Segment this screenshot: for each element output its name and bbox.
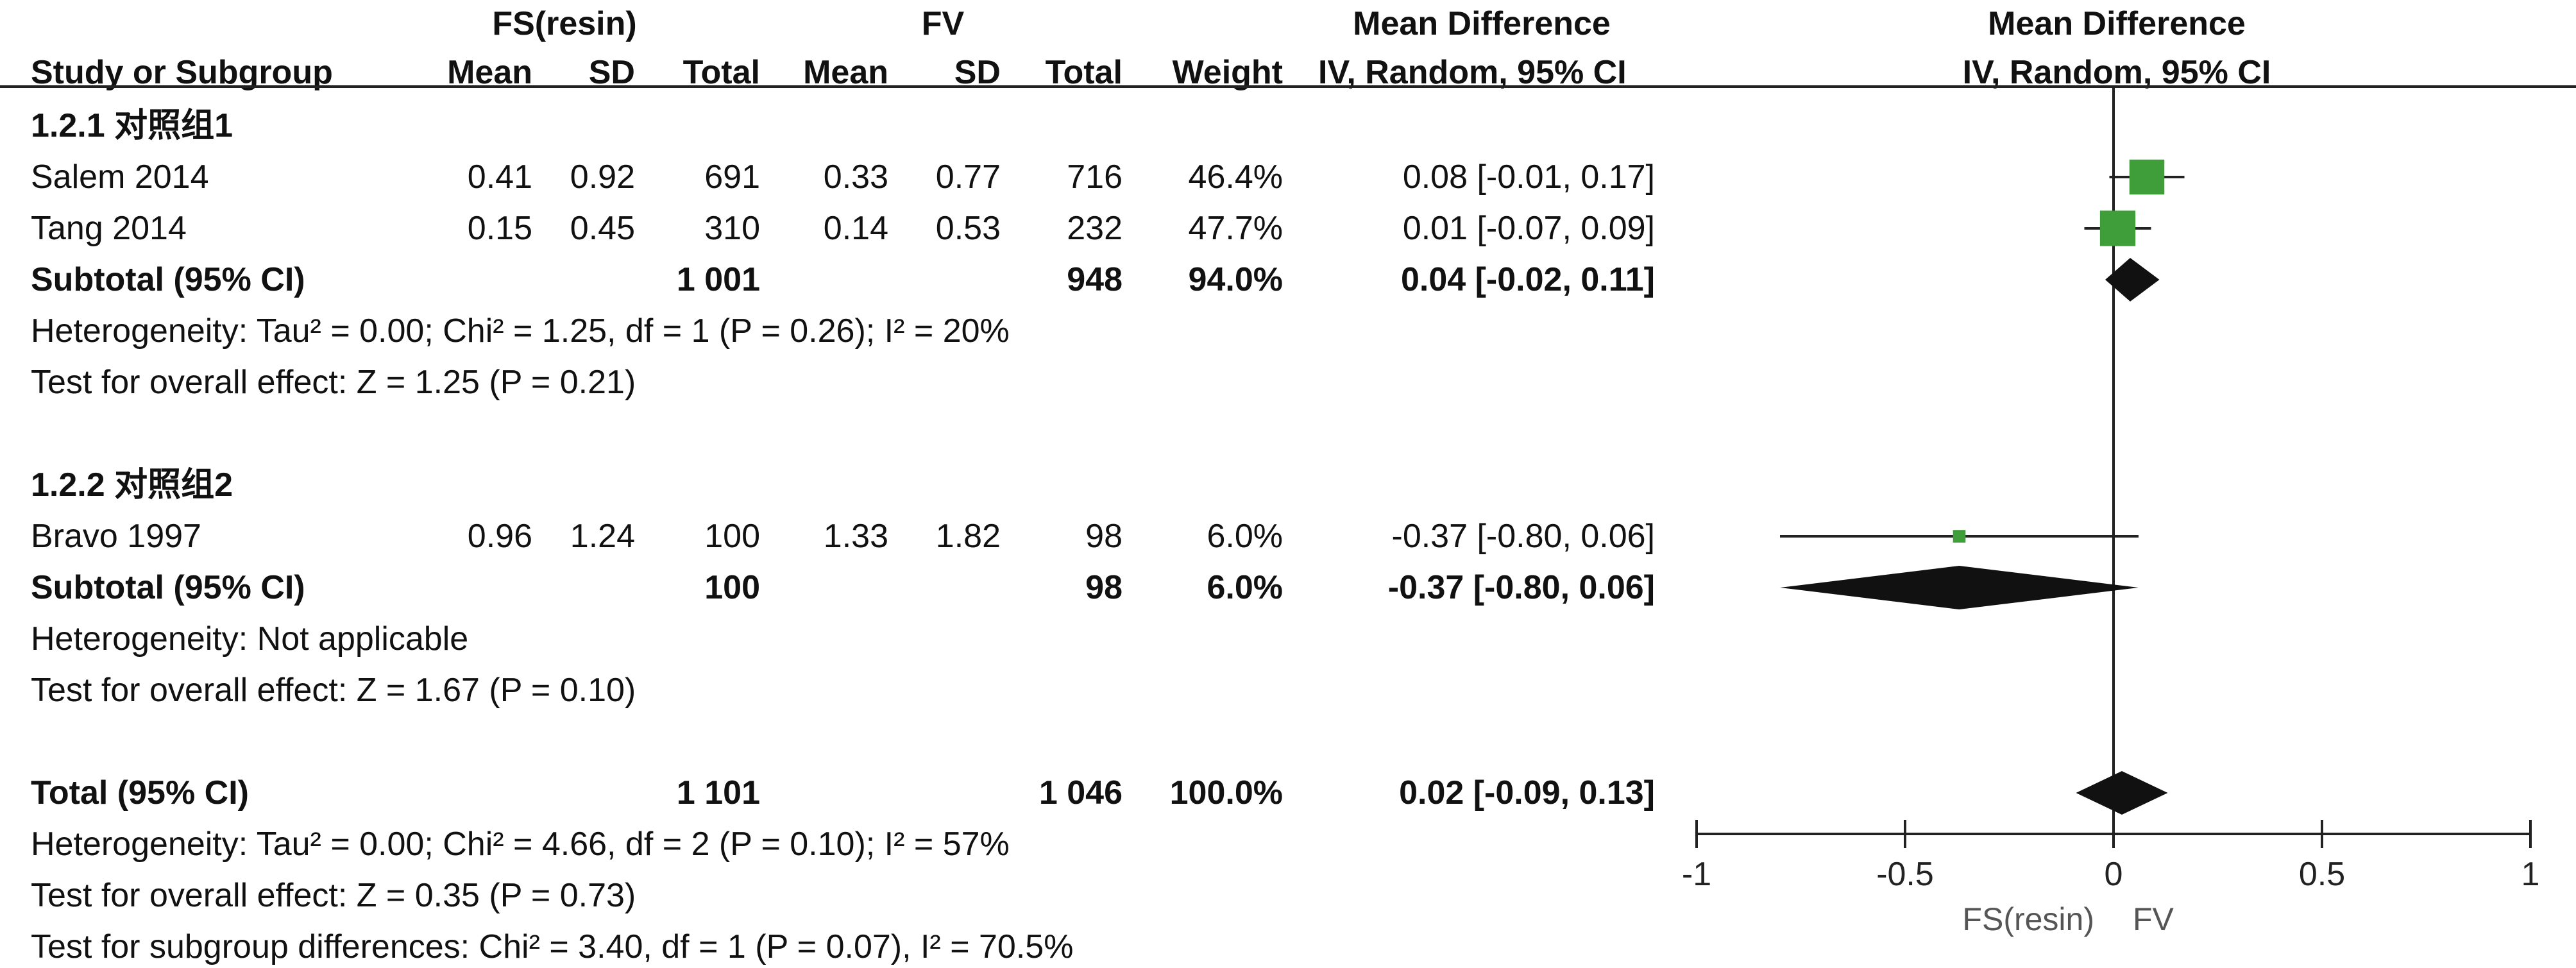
cell-weight: 6.0% xyxy=(1207,518,1283,555)
total-label: Total (95% CI) xyxy=(31,774,249,811)
cell-weight: 46.4% xyxy=(1188,158,1283,196)
cell-total2: 716 xyxy=(1067,158,1123,196)
cell-total1: 691 xyxy=(704,158,760,196)
cell-total2: 98 xyxy=(1085,569,1123,606)
cell-ci: 0.04 [-0.02, 0.11] xyxy=(1400,261,1655,298)
cell-sd2: 0.53 xyxy=(935,210,1001,247)
header-rule xyxy=(0,85,2576,88)
note-label: Heterogeneity: Tau² = 0.00; Chi² = 1.25,… xyxy=(31,312,1010,350)
plot-method: IV, Random, 95% CI xyxy=(1962,54,2271,91)
study-label: Bravo 1997 xyxy=(31,518,201,555)
study-label: Salem 2014 xyxy=(31,158,209,196)
cell-total1: 100 xyxy=(704,569,760,606)
cell-mean2: 0.33 xyxy=(823,158,888,196)
cell-mean2: 1.33 xyxy=(823,518,888,555)
cell-ci: 0.02 [-0.09, 0.13] xyxy=(1399,774,1655,811)
x-tick-label: 1 xyxy=(2521,856,2540,893)
study-marker xyxy=(2129,159,2165,195)
x-tick-label: -1 xyxy=(1682,856,1711,893)
cell-weight: 100.0% xyxy=(1169,774,1283,811)
col-effect-method: IV, Random, 95% CI xyxy=(1318,54,1627,91)
subtotal-label: Subtotal (95% CI) xyxy=(31,569,305,606)
col-study: Study or Subgroup xyxy=(31,54,333,91)
study-marker xyxy=(1953,530,1966,543)
note-label: Test for overall effect: Z = 0.35 (P = 0… xyxy=(31,877,636,914)
col-mean2: Mean xyxy=(803,54,888,91)
cell-weight: 47.7% xyxy=(1188,210,1283,247)
plot-title: Mean Difference xyxy=(1988,5,2246,42)
col-weight: Weight xyxy=(1172,54,1283,91)
cell-mean1: 0.41 xyxy=(467,158,532,196)
subtotal-diamond xyxy=(1780,566,2139,609)
cell-total1: 100 xyxy=(704,518,760,555)
col-sd1: SD xyxy=(588,54,635,91)
note-label: Test for overall effect: Z = 1.67 (P = 0… xyxy=(31,672,636,709)
total-diamond xyxy=(2076,771,2168,815)
study-marker xyxy=(2099,210,2136,246)
note-label: Test for overall effect: Z = 1.25 (P = 0… xyxy=(31,364,636,401)
cell-total2: 232 xyxy=(1067,210,1123,247)
cell-sd2: 1.82 xyxy=(935,518,1001,555)
col-total2: Total xyxy=(1045,54,1123,91)
cell-ci: 0.08 [-0.01, 0.17] xyxy=(1402,158,1655,196)
cell-sd2: 0.77 xyxy=(935,158,1001,196)
cell-sd1: 0.45 xyxy=(570,210,635,247)
group2-header: FV xyxy=(921,5,965,42)
cell-total1: 1 101 xyxy=(676,774,760,811)
note-label: Test for subgroup differences: Chi² = 3.… xyxy=(31,928,1074,965)
cell-sd1: 0.92 xyxy=(570,158,635,196)
cell-ci: 0.01 [-0.07, 0.09] xyxy=(1402,210,1655,247)
cell-ci: -0.37 [-0.80, 0.06] xyxy=(1391,518,1656,555)
x-tick-label: -0.5 xyxy=(1876,856,1934,893)
x-label-favours-left: FS(resin) xyxy=(1962,901,2094,937)
cell-total2: 1 046 xyxy=(1038,774,1123,811)
forest-table: FS(resin) FV Mean Difference Mean Differ… xyxy=(31,5,2271,965)
cell-total1: 1 001 xyxy=(676,261,760,298)
cell-total2: 948 xyxy=(1067,261,1123,298)
cell-total1: 310 xyxy=(704,210,760,247)
effect-col-header: Mean Difference xyxy=(1353,5,1611,42)
cell-ci: -0.37 [-0.80, 0.06] xyxy=(1387,569,1655,606)
col-total1: Total xyxy=(682,54,760,91)
col-mean1: Mean xyxy=(447,54,532,91)
cell-mean1: 0.96 xyxy=(467,518,532,555)
note-label: Heterogeneity: Tau² = 0.00; Chi² = 4.66,… xyxy=(31,826,1010,863)
cell-mean2: 0.14 xyxy=(823,210,888,247)
subtotal-label: Subtotal (95% CI) xyxy=(31,261,305,298)
cell-sd1: 1.24 xyxy=(570,518,635,555)
x-tick-label: 0 xyxy=(2105,856,2123,893)
note-label: Heterogeneity: Not applicable xyxy=(31,620,469,658)
group-label: 1.2.2 对照组2 xyxy=(31,466,233,504)
group-label: 1.2.1 对照组1 xyxy=(31,107,233,144)
study-label: Tang 2014 xyxy=(31,210,187,247)
cell-mean1: 0.15 xyxy=(467,210,532,247)
group1-header: FS(resin) xyxy=(492,5,637,42)
cell-total2: 98 xyxy=(1085,518,1123,555)
col-sd2: SD xyxy=(954,54,1001,91)
x-label-favours-right: FV xyxy=(2133,901,2174,937)
cell-weight: 6.0% xyxy=(1207,569,1283,606)
x-tick-label: 0.5 xyxy=(2299,856,2345,893)
subtotal-diamond xyxy=(2105,258,2160,301)
cell-weight: 94.0% xyxy=(1188,261,1283,298)
